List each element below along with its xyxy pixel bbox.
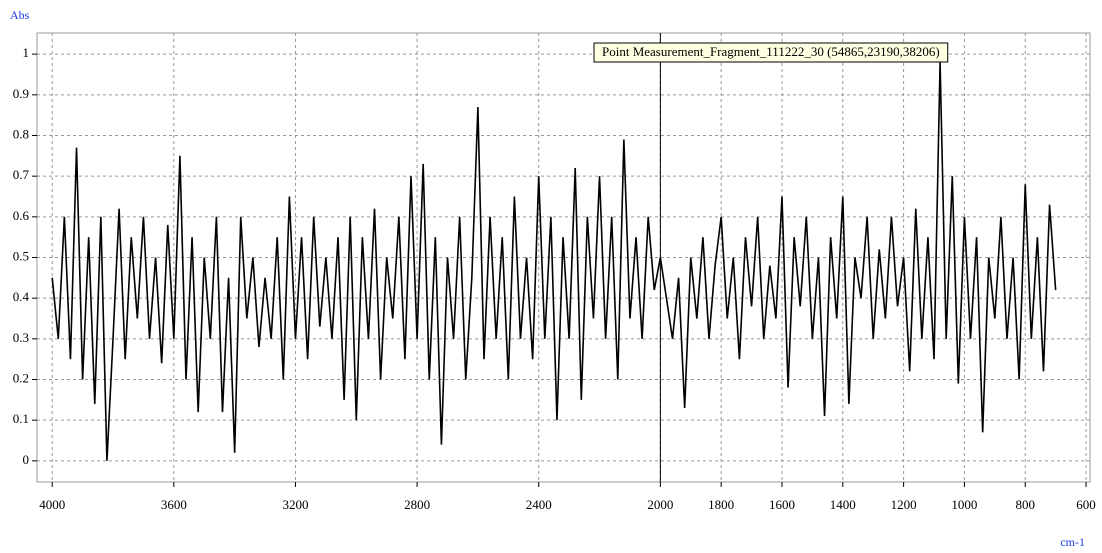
x-tick-label: 1800 bbox=[708, 497, 734, 512]
y-tick-label: 0.4 bbox=[13, 289, 30, 304]
x-tick-label: 1600 bbox=[769, 497, 795, 512]
x-tick-label: 1400 bbox=[830, 497, 856, 512]
x-tick-label: 2000 bbox=[647, 497, 673, 512]
legend-box bbox=[593, 42, 949, 63]
x-tick-label: 2800 bbox=[404, 497, 430, 512]
x-tick-label: 800 bbox=[1015, 497, 1035, 512]
x-tick-label: 1000 bbox=[951, 497, 977, 512]
y-axis-label: Abs bbox=[10, 8, 30, 22]
legend-label: Point Measurement_Fragment_111222_30 (54… bbox=[602, 44, 940, 59]
y-tick-label: 0.7 bbox=[13, 167, 30, 182]
y-tick-label: 0.9 bbox=[13, 86, 29, 101]
x-tick-label: 4000 bbox=[39, 497, 65, 512]
y-tick-label: 0.3 bbox=[13, 330, 29, 345]
x-tick-label: 3600 bbox=[161, 497, 187, 512]
x-axis-label: cm-1 bbox=[1060, 535, 1085, 549]
y-tick-label: 1 bbox=[23, 45, 30, 60]
x-tick-label: 2400 bbox=[526, 497, 552, 512]
y-tick-label: 0.1 bbox=[13, 411, 29, 426]
x-tick-label: 600 bbox=[1076, 497, 1096, 512]
y-tick-label: 0.8 bbox=[13, 126, 29, 141]
y-tick-label: 0 bbox=[23, 452, 30, 467]
x-tick-label: 3200 bbox=[282, 497, 308, 512]
y-tick-label: 0.2 bbox=[13, 370, 29, 385]
spectrum-line bbox=[51, 62, 1057, 461]
y-tick-label: 0.5 bbox=[13, 248, 29, 263]
x-tick-label: 1200 bbox=[891, 497, 917, 512]
y-tick-label: 0.6 bbox=[13, 208, 30, 223]
